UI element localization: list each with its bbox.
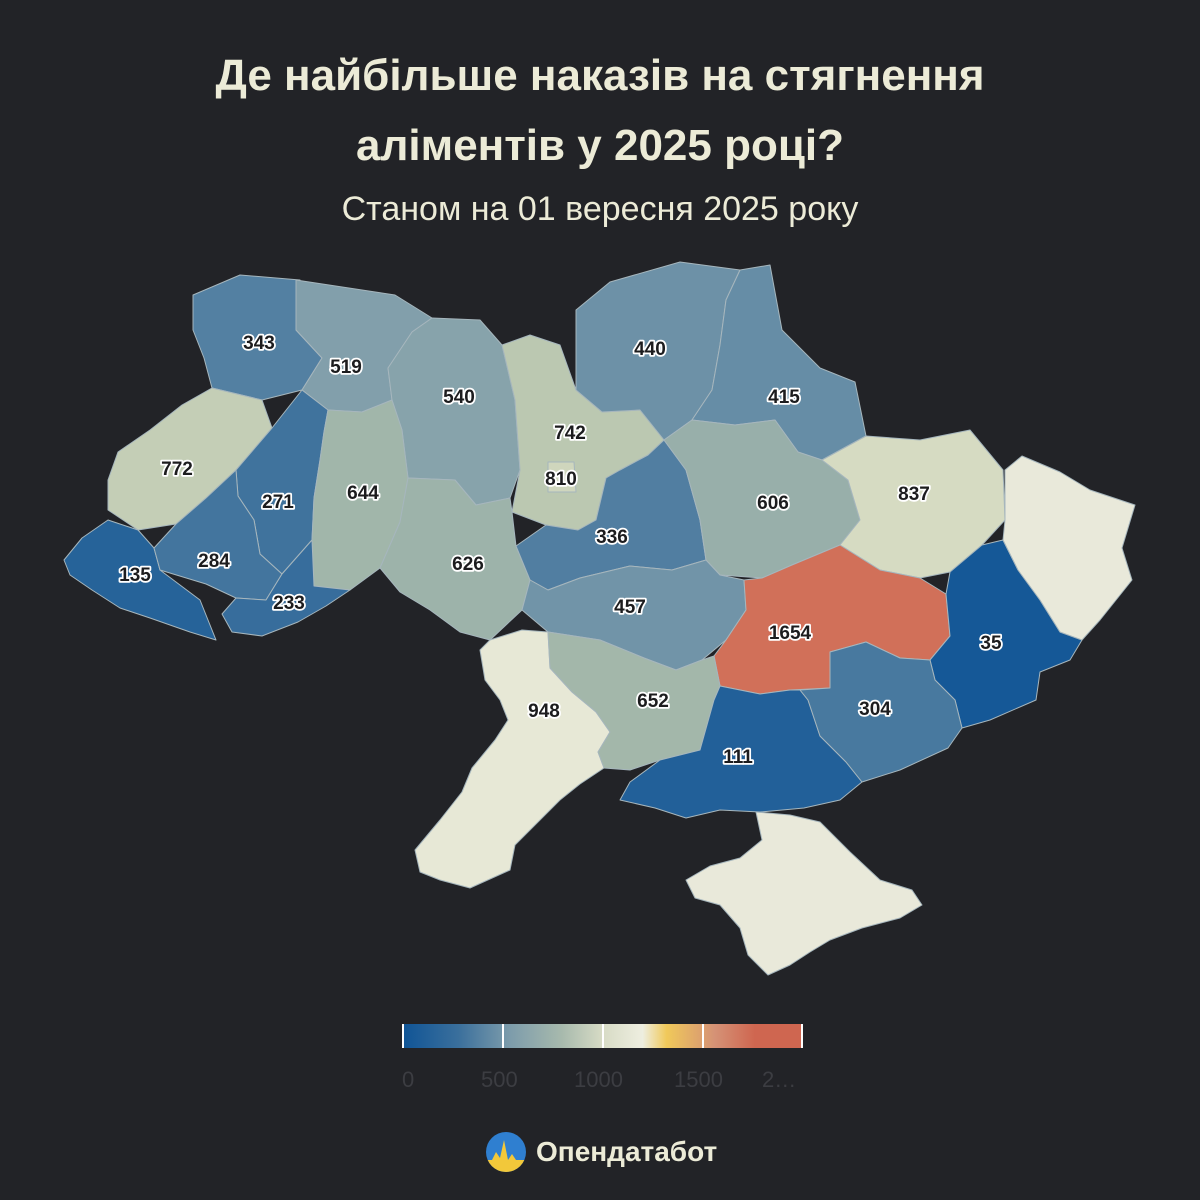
region-label-kyiv-oblast: 742 xyxy=(554,423,586,444)
brand-name: Опендатабот xyxy=(536,1136,718,1167)
region-label-poltava: 606 xyxy=(757,493,789,514)
region-chernivtsi xyxy=(221,539,351,637)
legend-tick-label: 500 xyxy=(481,1067,518,1092)
opendatabot-logo-icon xyxy=(486,1132,526,1172)
region-label-kyiv-city: 810 xyxy=(545,469,577,490)
region-label-ivano-frankivsk: 284 xyxy=(198,551,230,572)
legend-tick-label: 1000 xyxy=(574,1067,623,1092)
region-label-odesa: 948 xyxy=(528,701,560,722)
legend-tick-mark xyxy=(402,1024,404,1048)
region-zaporizhzhia xyxy=(799,641,963,783)
region-label-sumy: 415 xyxy=(768,387,800,408)
region-khmelnytskyi xyxy=(311,399,409,591)
page-subtitle: Станом на 01 вересня 2025 року xyxy=(341,190,859,228)
region-label-dnipropetrovsk: 1654 xyxy=(769,623,812,644)
page-title-line-1: Де найбільше наказів на стягнення xyxy=(215,51,985,100)
region-kyiv-city xyxy=(547,461,577,493)
region-luhansk xyxy=(1002,455,1136,641)
region-label-mykolaiv: 652 xyxy=(637,691,669,712)
legend-tick-label: 2… xyxy=(762,1067,797,1092)
region-zakarpattia xyxy=(63,519,217,641)
region-ivano-frankivsk xyxy=(153,469,283,601)
page-title-line-2: аліментів у 2025 році? xyxy=(356,121,844,170)
region-label-zhytomyr: 540 xyxy=(443,387,475,408)
region-label-kherson: 111 xyxy=(723,747,753,768)
legend-tick-mark xyxy=(602,1024,604,1048)
region-label-kirovohrad: 457 xyxy=(614,597,646,618)
region-label-volyn: 343 xyxy=(243,333,275,354)
region-label-zaporizhzhia: 304 xyxy=(859,699,891,720)
region-label-vinnytsia: 626 xyxy=(452,554,484,575)
legend-tick-mark xyxy=(702,1024,704,1048)
legend-tick-mark xyxy=(801,1024,803,1048)
legend-tick-mark xyxy=(502,1024,504,1048)
region-label-kharkiv: 837 xyxy=(898,484,930,505)
legend-tick-label: 0 xyxy=(402,1067,415,1092)
region-label-zakarpattia: 135 xyxy=(119,565,151,586)
region-label-khmelnytskyi: 644 xyxy=(347,483,379,504)
region-label-chernivtsi: 233 xyxy=(273,593,305,614)
region-label-ternopil: 271 xyxy=(262,492,294,513)
region-crimea xyxy=(685,811,923,976)
legend-tick-label: 1500 xyxy=(674,1067,723,1092)
region-label-donetsk: 35 xyxy=(980,633,1002,654)
region-label-chernihiv: 440 xyxy=(634,339,666,360)
region-label-cherkasy: 336 xyxy=(596,527,628,548)
region-label-lviv: 772 xyxy=(161,459,193,480)
region-label-rivne: 519 xyxy=(330,357,362,378)
region-kherson xyxy=(619,685,863,819)
